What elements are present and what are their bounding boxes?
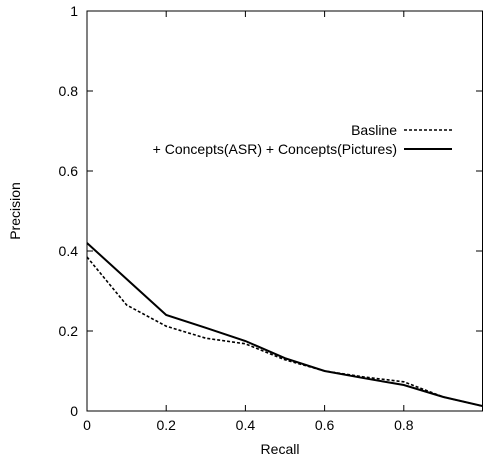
y-axis-title: Precision [7, 182, 23, 240]
x-tick-label: 0 [83, 417, 91, 433]
legend-label: + Concepts(ASR) + Concepts(Pictures) [153, 141, 397, 157]
x-tick-label: 0.2 [156, 417, 176, 433]
x-tick-label: 0.8 [394, 417, 414, 433]
x-tick-label: 0.6 [315, 417, 335, 433]
legend-label: Basline [351, 122, 397, 138]
axes-layer: 0 0.2 0.4 0.6 0.8 1 0 0.2 0.4 0.6 0.8 [59, 3, 483, 433]
y-tick-label: 0 [70, 403, 78, 419]
series-line-0 [86, 256, 483, 407]
series-line-1 [86, 242, 483, 408]
y-tick-label: 0.4 [59, 243, 79, 259]
legend: Basline + Concepts(ASR) + Concepts(Pictur… [153, 122, 452, 157]
series-layer [86, 242, 483, 408]
y-tick-label: 1 [70, 3, 78, 19]
plot-frame [86, 10, 483, 412]
x-axis-title: Recall [261, 441, 300, 457]
y-tick-label: 0.6 [59, 163, 79, 179]
y-tick-label: 0.2 [59, 323, 79, 339]
y-tick-label: 0.8 [59, 83, 79, 99]
x-tick-label: 0.4 [236, 417, 256, 433]
